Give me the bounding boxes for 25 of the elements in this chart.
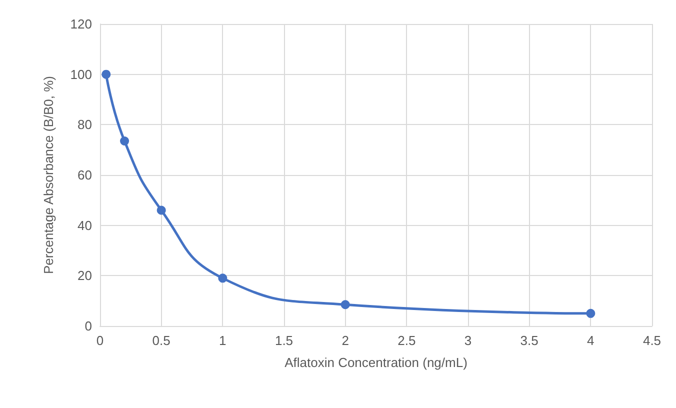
y-tick-label: 80 — [78, 117, 92, 132]
x-tick-label: 1.5 — [274, 333, 294, 348]
y-tick-label: 40 — [78, 218, 92, 233]
point — [102, 70, 111, 79]
y-tick-label: 60 — [78, 168, 92, 182]
x-tick-label: 0 — [96, 333, 104, 348]
x-tick-label: 4 — [587, 333, 594, 348]
y-tick-label: 120 — [70, 16, 92, 32]
y-tick-label: 0 — [84, 318, 92, 334]
x-tick-label: 2 — [342, 333, 349, 348]
x-tick-label: 1 — [219, 333, 226, 348]
y-tick-label: 100 — [70, 66, 92, 82]
x-tick-label: 4.5 — [642, 333, 662, 348]
point — [156, 206, 166, 215]
y-axis-title: Percentage Absorbance (B/B0, %) — [41, 76, 56, 274]
point — [340, 300, 350, 310]
x-tick-label: 3 — [464, 333, 472, 348]
point — [218, 274, 228, 283]
point — [586, 308, 596, 318]
point — [120, 136, 130, 146]
y-tick-label: 20 — [78, 268, 92, 284]
x-tick-label: 0.5 — [152, 333, 170, 348]
x-tick-label: 2.5 — [398, 333, 416, 348]
x-tick-label: 3.5 — [520, 333, 538, 348]
x-axis-title: Aflatoxin Concentration (ng/mL) — [284, 355, 468, 370]
